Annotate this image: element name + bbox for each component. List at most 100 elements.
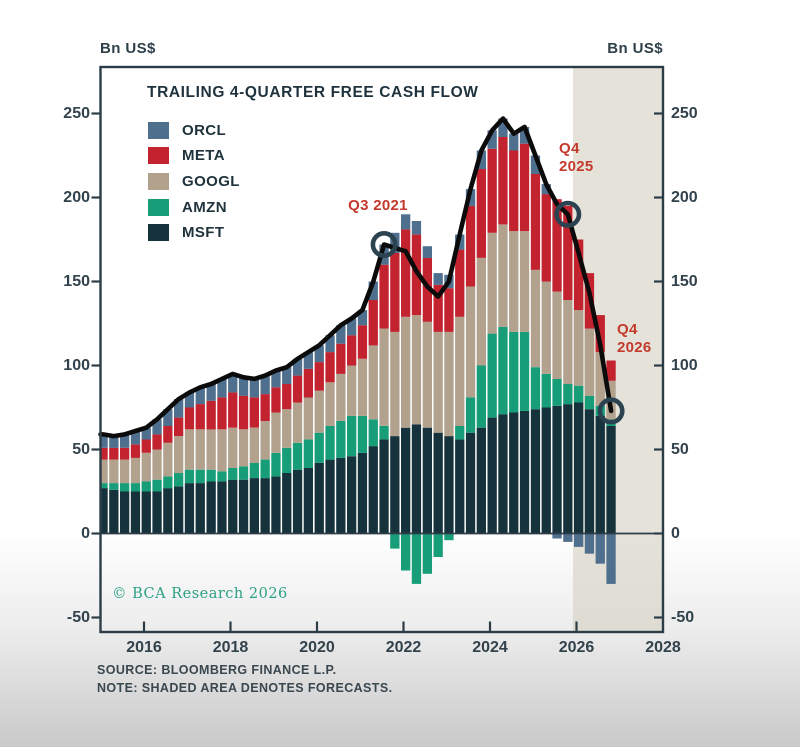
bar-segment-amzn [401,533,411,571]
bar-segment-meta [433,284,443,332]
bar-segment-meta [141,439,151,453]
bar-segment-amzn [206,469,216,482]
bar-segment-meta [519,143,530,232]
bar-segment-googl [101,459,108,484]
y-tick-label-left-100: 100 [63,356,90,374]
bar-segment-msft [390,436,400,534]
bar-segment-googl [130,457,141,484]
bar-segment-meta [368,300,378,346]
bar-segment-meta [390,252,400,332]
bar-segment-msft [422,427,432,534]
bar-segment-googl [163,442,173,477]
bar-segment-orcl [184,392,195,408]
marker-circle-q4-2025 [554,200,582,228]
bar-segment-meta [174,417,184,437]
bar-segment-googl [282,409,292,448]
bar-segment-amzn [552,378,562,406]
bar-segment-meta [574,239,584,311]
bar-segment-googl [487,232,497,334]
bar-segment-msft [184,483,195,534]
bar-segment-msft [206,481,216,534]
bar-segment-orcl [347,318,357,336]
bar-segment-orcl [595,533,605,564]
bar-segment-meta [541,194,551,282]
bar-segment-amzn [574,385,584,403]
bar-segment-googl [336,373,346,421]
bar-segment-msft [498,414,508,534]
x-tick-label-2018: 2018 [212,639,249,656]
bar-segment-amzn [411,533,422,584]
legend-swatch-googl [148,172,169,190]
bar-segment-meta [530,174,541,270]
y-tick-label-left-0: 0 [81,524,90,542]
bar-segment-amzn [130,483,141,492]
bar-segment-amzn [152,479,162,492]
bar-segment-msft [336,457,346,534]
bar-segment-meta [487,148,497,233]
legend-label-amzn: AMZN [182,198,227,216]
bar-segment-amzn [271,452,281,477]
legend-swatch-meta [148,147,169,165]
bar-segment-orcl [163,409,173,426]
bar-segment-orcl [563,533,573,542]
y-tick-label-right-250: 250 [671,104,698,122]
y-tick-label-right-200: 200 [671,188,698,206]
bar-segment-orcl [109,436,119,448]
bar-segment-orcl [228,373,238,393]
x-tick-label-2028: 2028 [645,639,681,656]
bar-segment-msft [195,483,205,534]
bar-segment-orcl [303,352,313,369]
bar-segment-amzn [336,420,346,458]
bar-segment-meta [271,387,281,413]
bar-segment-amzn [101,483,108,489]
bar-segment-googl [401,316,411,428]
bar-segment-orcl [476,150,486,169]
bar-segment-orcl [238,377,249,396]
bar-segment-msft [595,415,605,534]
bar-segment-orcl [271,370,281,388]
bar-segment-meta [476,168,486,258]
bar-segment-meta [606,360,616,381]
bar-segment-amzn [433,533,443,557]
bar-segment-amzn [184,469,195,484]
bar-segment-meta [347,335,357,366]
bar-segment-amzn [509,331,519,413]
bar-segment-googl [325,382,335,426]
bar-segment-amzn [530,367,541,410]
bar-segment-amzn [260,459,270,479]
bar-segment-msft [584,409,595,534]
bar-segment-orcl [487,130,497,149]
bar-segment-googl [455,316,465,426]
y-tick-label-left-150: 150 [63,272,90,290]
chart-title: TRAILING 4-QUARTER FREE CASH FLOW [147,84,479,101]
bar-segment-msft [541,407,551,534]
x-tick-label-2024: 2024 [472,639,508,656]
legend-label-googl: GOOGL [182,172,240,190]
bar-segment-meta [422,258,432,322]
bar-segment-msft [260,478,270,534]
bar-segment-msft [509,412,519,534]
bar-segment-googl [206,429,216,470]
bar-segment-amzn [541,373,551,408]
bar-segment-googl [509,231,519,332]
bar-segment-orcl [509,133,519,151]
bar-segment-orcl [174,399,184,418]
bar-segment-meta [498,137,508,225]
bar-segment-orcl [217,378,227,398]
x-tick-label-2016: 2016 [126,639,162,656]
bar-segment-orcl [314,345,324,363]
bar-segment-meta [401,229,411,317]
bar-segment-meta [260,394,270,421]
marker-circle-q4-2026 [597,397,625,425]
bar-segment-amzn [368,419,378,447]
bar-segment-amzn [476,365,486,428]
bar-segment-amzn [584,395,595,410]
bar-segment-meta [163,426,173,443]
bar-segment-orcl [325,335,335,353]
annotation-q3-2021: Q3 2021 [348,197,408,214]
bar-segment-msft [552,405,562,534]
bar-segment-msft [109,489,119,534]
plot-border [99,65,665,634]
legend-item-amzn: AMZN [148,198,227,216]
